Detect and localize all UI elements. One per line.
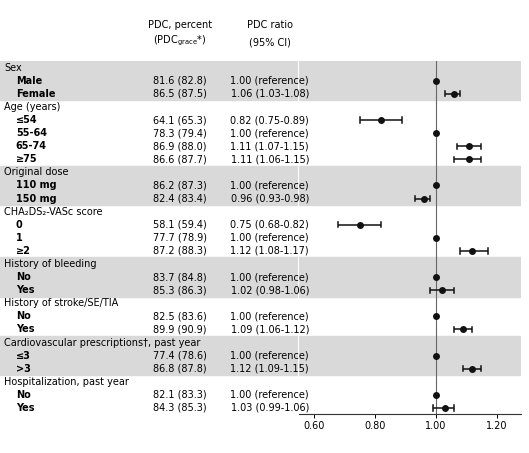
Text: 64.1 (65.3): 64.1 (65.3) — [153, 115, 207, 125]
Text: 86.5 (87.5): 86.5 (87.5) — [153, 89, 207, 99]
Text: Yes: Yes — [16, 403, 34, 413]
Text: No: No — [16, 390, 31, 400]
Text: 1.00 (reference): 1.00 (reference) — [231, 180, 309, 190]
Bar — [299, 362, 521, 375]
Text: 1.12 (1.09-1.15): 1.12 (1.09-1.15) — [231, 364, 309, 374]
Text: 55-64: 55-64 — [16, 128, 47, 138]
Text: 1.09 (1.06-1.12): 1.09 (1.06-1.12) — [231, 324, 309, 334]
Text: 77.4 (78.6): 77.4 (78.6) — [153, 351, 207, 361]
Text: 1.11 (1.07-1.15): 1.11 (1.07-1.15) — [231, 141, 309, 151]
Text: Male: Male — [16, 76, 42, 86]
Text: 86.2 (87.3): 86.2 (87.3) — [153, 180, 207, 190]
Text: Sex: Sex — [4, 63, 22, 72]
Text: ≥2: ≥2 — [16, 246, 31, 256]
Bar — [299, 349, 521, 362]
Text: 1.12 (1.08-1.17): 1.12 (1.08-1.17) — [231, 246, 309, 256]
Text: Original dose: Original dose — [4, 168, 69, 178]
Bar — [299, 61, 521, 74]
Bar — [0, 257, 298, 270]
Text: 150 mg: 150 mg — [16, 193, 57, 203]
Text: 1.03 (0.99-1.06): 1.03 (0.99-1.06) — [231, 403, 309, 413]
Text: 1.06 (1.03-1.08): 1.06 (1.03-1.08) — [231, 89, 309, 99]
Text: ≥75: ≥75 — [16, 154, 38, 164]
Text: Female: Female — [16, 89, 56, 99]
Text: 1.00 (reference): 1.00 (reference) — [231, 128, 309, 138]
Text: 1.00 (reference): 1.00 (reference) — [231, 76, 309, 86]
Bar — [299, 284, 521, 297]
Bar — [0, 166, 298, 179]
Text: Yes: Yes — [16, 324, 34, 334]
Text: 58.1 (59.4): 58.1 (59.4) — [153, 220, 207, 230]
Text: ≤54: ≤54 — [16, 115, 38, 125]
Text: 65-74: 65-74 — [16, 141, 47, 151]
Bar — [0, 362, 298, 375]
Text: CHA₂DS₂-VASc score: CHA₂DS₂-VASc score — [4, 207, 103, 217]
Text: 89.9 (90.9): 89.9 (90.9) — [153, 324, 207, 334]
Text: 1.00 (reference): 1.00 (reference) — [231, 311, 309, 321]
Text: 82.4 (83.4): 82.4 (83.4) — [153, 193, 207, 203]
Text: 0.96 (0.93-0.98): 0.96 (0.93-0.98) — [231, 193, 309, 203]
Text: 78.3 (79.4): 78.3 (79.4) — [153, 128, 207, 138]
Bar — [0, 87, 298, 101]
Text: Yes: Yes — [16, 285, 34, 295]
Text: 0.75 (0.68-0.82): 0.75 (0.68-0.82) — [231, 220, 309, 230]
Text: 84.3 (85.3): 84.3 (85.3) — [153, 403, 207, 413]
Bar — [299, 179, 521, 192]
Text: 110 mg: 110 mg — [16, 180, 57, 190]
Text: (95% CI): (95% CI) — [249, 38, 291, 48]
Bar — [299, 257, 521, 270]
Text: PDC ratio: PDC ratio — [247, 20, 293, 30]
Text: No: No — [16, 311, 31, 321]
Text: ≤3: ≤3 — [16, 351, 31, 361]
Bar — [0, 349, 298, 362]
Text: 1: 1 — [16, 233, 23, 243]
Text: Age (years): Age (years) — [4, 102, 61, 112]
Text: PDC, percent: PDC, percent — [148, 20, 212, 30]
Text: 0.82 (0.75-0.89): 0.82 (0.75-0.89) — [231, 115, 309, 125]
Text: 85.3 (86.3): 85.3 (86.3) — [153, 285, 207, 295]
Text: Cardiovascular prescriptions†, past year: Cardiovascular prescriptions†, past year — [4, 337, 200, 347]
Bar — [299, 74, 521, 87]
Bar — [0, 270, 298, 284]
Text: History of stroke/SE/TIA: History of stroke/SE/TIA — [4, 298, 118, 308]
Bar — [299, 336, 521, 349]
Text: 82.1 (83.3): 82.1 (83.3) — [153, 390, 207, 400]
Text: 1.11 (1.06-1.15): 1.11 (1.06-1.15) — [231, 154, 309, 164]
Text: 86.8 (87.8): 86.8 (87.8) — [153, 364, 207, 374]
Text: 1.00 (reference): 1.00 (reference) — [231, 233, 309, 243]
Text: 82.5 (83.6): 82.5 (83.6) — [153, 311, 207, 321]
Text: 86.9 (88.0): 86.9 (88.0) — [153, 141, 207, 151]
Text: No: No — [16, 272, 31, 282]
Text: 1.00 (reference): 1.00 (reference) — [231, 390, 309, 400]
Text: 86.6 (87.7): 86.6 (87.7) — [153, 154, 207, 164]
Bar — [0, 61, 298, 74]
Text: 77.7 (78.9): 77.7 (78.9) — [153, 233, 207, 243]
Text: 1.02 (0.98-1.06): 1.02 (0.98-1.06) — [231, 285, 309, 295]
Text: 0: 0 — [16, 220, 23, 230]
Text: 81.6 (82.8): 81.6 (82.8) — [153, 76, 207, 86]
Bar — [299, 166, 521, 179]
Bar — [0, 74, 298, 87]
Text: >3: >3 — [16, 364, 31, 374]
Bar — [299, 192, 521, 205]
Text: 83.7 (84.8): 83.7 (84.8) — [153, 272, 207, 282]
Bar — [0, 192, 298, 205]
Text: History of bleeding: History of bleeding — [4, 259, 97, 269]
Bar — [0, 179, 298, 192]
Bar — [0, 284, 298, 297]
Text: (PDC$_{\rm grace}$*): (PDC$_{\rm grace}$*) — [153, 33, 207, 48]
Text: 87.2 (88.3): 87.2 (88.3) — [153, 246, 207, 256]
Bar — [299, 270, 521, 284]
Text: 1.00 (reference): 1.00 (reference) — [231, 272, 309, 282]
Text: Hospitalization, past year: Hospitalization, past year — [4, 377, 129, 387]
Bar — [299, 87, 521, 101]
Bar — [0, 336, 298, 349]
Text: 1.00 (reference): 1.00 (reference) — [231, 351, 309, 361]
